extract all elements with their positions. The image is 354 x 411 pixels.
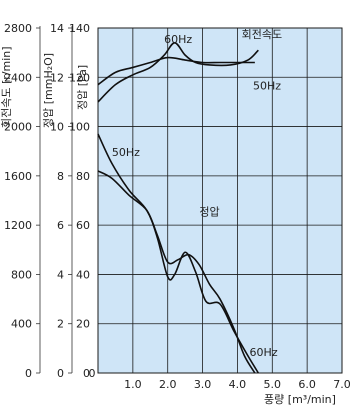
curve-label: 60Hz (250, 346, 278, 359)
speed-60hz-curve (97, 41, 259, 103)
pressure-60hz-curve (97, 133, 260, 374)
y-tick-label: 0 (25, 367, 32, 380)
y-tick-label: 12 (50, 71, 64, 84)
y-tick-label: 40 (76, 268, 90, 281)
x-tick-label: 4.0 (229, 378, 247, 391)
y-tick-label: 140 (69, 22, 90, 35)
plot-frame (97, 27, 343, 374)
y-tick-label: 2800 (4, 22, 32, 35)
curve-label: 50Hz (253, 80, 281, 93)
x-axis-label: 풍량 [m³/min] (264, 393, 336, 406)
x-tick-label: 6.0 (298, 378, 316, 391)
grid (98, 27, 343, 373)
y-tick-label: 2000 (4, 121, 32, 134)
y-tick-label: 8 (57, 170, 64, 183)
y-tick-label: 400 (11, 318, 32, 331)
curve-label: 50Hz (112, 146, 140, 159)
x-tick-label: 7.0 (333, 378, 351, 391)
y-zero-label: 0 (83, 367, 90, 380)
x-zero-label: 0 (89, 367, 96, 380)
curve-label: 정압 (199, 205, 219, 218)
y-axis-label: 정압 [mmH₂O] (42, 53, 55, 128)
x-tick-label: 2.0 (159, 378, 177, 391)
y-tick-label: 2400 (4, 71, 32, 84)
y-tick-label: 6 (57, 219, 64, 232)
y-axis-label: 회전속도 [r/min] (0, 46, 13, 128)
pressure-50hz-curve (97, 170, 256, 374)
y-axis-label: 정압 [Pa] (76, 65, 89, 110)
y-tick-label: 10 (50, 121, 64, 134)
y-tick-label: 2 (57, 318, 64, 331)
y-tick-label: 4 (57, 268, 64, 281)
y-tick-label: 80 (76, 170, 90, 183)
y-tick-label: 0 (57, 367, 64, 380)
y-tick-label: 60 (76, 219, 90, 232)
x-tick-label: 3.0 (194, 378, 212, 391)
series (97, 41, 260, 374)
curve-label: 60Hz (164, 33, 192, 46)
x-tick-label: 5.0 (264, 378, 282, 391)
y-tick-label: 1200 (4, 219, 32, 232)
speed-50hz-curve (97, 56, 255, 86)
x-tick-label: 1.0 (124, 378, 142, 391)
y-tick-label: 1600 (4, 170, 32, 183)
y-tick-label: 100 (69, 121, 90, 134)
y-tick-label: 20 (76, 318, 90, 331)
curve-label: 회전속도 (242, 28, 282, 41)
y-tick-label: 14 (50, 22, 64, 35)
y-tick-label: 800 (11, 268, 32, 281)
curve-labels: 60Hz 회전속도 50Hz 50Hz 정압 60Hz (112, 28, 282, 359)
y-tick-label: 120 (69, 71, 90, 84)
